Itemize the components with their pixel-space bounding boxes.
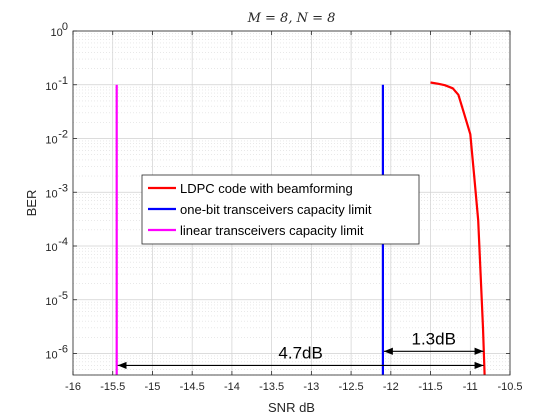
x-axis-label: SNR dB <box>268 400 315 415</box>
chart-title: M = 8, N = 8 <box>247 11 336 26</box>
series-line-0 <box>430 81 486 375</box>
x-tick-label: -13.5 <box>259 381 284 393</box>
y-tick-exponent: -5 <box>58 290 68 302</box>
x-tick-label: -10.5 <box>497 381 522 393</box>
legend-box <box>141 174 420 245</box>
x-tick-label: -14 <box>224 381 240 393</box>
y-tick-exponent: -1 <box>58 75 68 87</box>
annotation-layer: 4.7dB 1.3dB <box>117 329 484 370</box>
legend-label-0: LDPC code with beamforming <box>180 181 353 196</box>
ticks-layer: -16 -15.5 -15 -14.5 -14 -13.5 -13 -12.5 -12 -11.5… <box>45 21 522 393</box>
x-tick-label: -15.5 <box>100 381 125 393</box>
x-tick-label: -15 <box>145 381 161 393</box>
y-tick-base: 10 <box>45 296 57 308</box>
y-tick-exponent: -6 <box>58 344 68 356</box>
y-tick-base: 10 <box>45 81 57 93</box>
y-tick-exponent: 0 <box>62 21 68 33</box>
y-tick-exponent: -4 <box>58 236 68 248</box>
annotation-label-0: 4.7dB <box>278 343 322 362</box>
x-tick-label: -11.5 <box>418 381 442 393</box>
y-axis-label: BER <box>24 190 39 217</box>
y-tick-base: 10 <box>45 242 57 254</box>
x-tick-label: -12 <box>383 381 399 393</box>
y-tick-exponent: -3 <box>58 182 68 194</box>
y-tick-base: 10 <box>45 188 57 200</box>
x-tick-label: -11 <box>463 381 478 393</box>
plot-frame <box>72 30 511 376</box>
y-tick-exponent: -2 <box>58 129 68 141</box>
legend: LDPC code with beamforming one-bit transc… <box>141 174 420 245</box>
legend-label-1: one-bit transceivers capacity limit <box>180 202 372 217</box>
y-tick-base: 10 <box>51 27 63 39</box>
x-tick-label: -16 <box>65 381 81 393</box>
legend-label-2: linear transceivers capacity limit <box>180 223 364 238</box>
x-tick-label: -12.5 <box>339 381 364 393</box>
annotation-label-1: 1.3dB <box>412 329 456 348</box>
x-tick-label: -13 <box>303 381 319 393</box>
x-tick-label: -14.5 <box>180 381 205 393</box>
y-tick-base: 10 <box>45 135 57 147</box>
y-tick-base: 10 <box>45 350 57 362</box>
